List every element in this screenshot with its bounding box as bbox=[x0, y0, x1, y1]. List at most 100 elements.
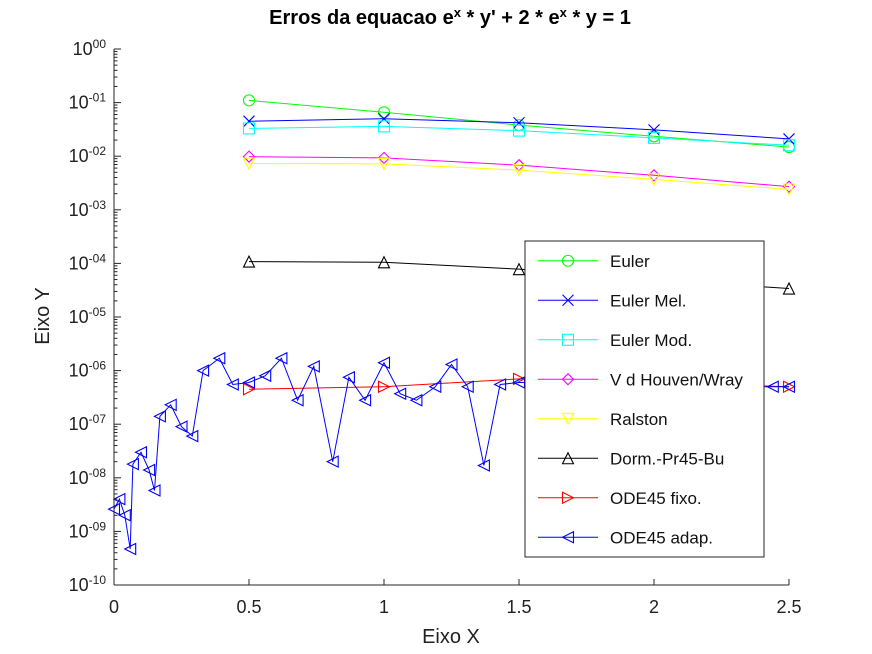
data-point bbox=[226, 378, 239, 391]
data-point bbox=[648, 123, 660, 136]
series-4 bbox=[242, 157, 796, 197]
data-point bbox=[782, 183, 796, 197]
legend-marker bbox=[561, 530, 575, 544]
legend-label: Dorm.-Pr45-Bu bbox=[610, 449, 724, 468]
data-point bbox=[242, 150, 256, 163]
data-point bbox=[358, 393, 372, 407]
y-tick-label: 10-05 bbox=[69, 305, 107, 327]
data-point bbox=[212, 351, 226, 365]
data-point bbox=[512, 164, 526, 177]
legend-entry: Ralston bbox=[538, 410, 668, 429]
data-point bbox=[647, 173, 661, 187]
legend-box bbox=[524, 240, 765, 558]
data-point bbox=[174, 420, 188, 434]
data-point bbox=[153, 409, 166, 423]
legend-label: Euler Mel. bbox=[610, 291, 687, 310]
data-point bbox=[377, 380, 391, 394]
data-point bbox=[393, 387, 407, 401]
data-point bbox=[493, 378, 507, 391]
legend-entry: Euler bbox=[538, 252, 650, 271]
legend-entry: ODE45 fixo. bbox=[538, 489, 702, 508]
series-line bbox=[248, 156, 790, 188]
data-point bbox=[477, 459, 490, 472]
legend-marker bbox=[561, 451, 575, 465]
x-tick-label: 2 bbox=[649, 597, 659, 617]
data-point bbox=[163, 398, 177, 412]
y-tick-label: 10-03 bbox=[69, 198, 107, 220]
data-point bbox=[242, 122, 256, 135]
data-point bbox=[147, 484, 161, 497]
legend-entry: Euler Mod. bbox=[538, 331, 692, 350]
x-tick-label: 1 bbox=[379, 597, 389, 617]
data-point bbox=[242, 254, 256, 268]
data-point bbox=[243, 115, 255, 128]
legend-marker bbox=[561, 412, 575, 426]
y-tick-label: 10-06 bbox=[69, 359, 107, 381]
data-point bbox=[377, 255, 391, 269]
data-point bbox=[409, 393, 423, 407]
data-point bbox=[444, 358, 458, 371]
data-point bbox=[112, 492, 126, 506]
chart-title: Erros da equacao ex * y' + 2 * ex * y = … bbox=[269, 5, 631, 30]
data-point bbox=[185, 429, 199, 443]
data-point bbox=[242, 94, 256, 107]
y-axis-label: Eixo Y bbox=[32, 287, 54, 344]
data-point bbox=[647, 131, 661, 144]
legend-marker bbox=[561, 372, 575, 386]
data-point bbox=[196, 364, 210, 377]
legend-label: Euler Mod. bbox=[610, 331, 692, 350]
x-axis-label: Eixo X bbox=[422, 626, 480, 648]
legend-label: Ralston bbox=[610, 410, 668, 429]
data-point bbox=[512, 124, 526, 137]
legend-marker bbox=[562, 294, 574, 307]
series-2 bbox=[242, 120, 796, 152]
y-tick-label: 10-07 bbox=[69, 412, 107, 434]
y-tick-label: 10-08 bbox=[69, 466, 107, 488]
data-point bbox=[783, 133, 795, 145]
series-1 bbox=[243, 112, 795, 145]
data-point bbox=[512, 372, 526, 386]
data-point bbox=[782, 180, 796, 193]
legend-entry: Dorm.-Pr45-Bu bbox=[538, 449, 724, 468]
data-point bbox=[512, 262, 526, 276]
legend: Euler Euler Mel. Euler Mod. V d Houven/Wray… bbox=[524, 240, 765, 558]
series-line bbox=[248, 125, 790, 146]
data-point bbox=[377, 356, 391, 370]
legend-marker bbox=[561, 491, 575, 505]
data-point bbox=[428, 380, 442, 394]
y-tick-label: 10-10 bbox=[69, 573, 107, 595]
legend-label: Euler bbox=[610, 252, 650, 271]
axes: 0 0.5 1 1.5 2 2.5 10-10 10-09 10-08 10-07 10-06 10-… bbox=[69, 37, 802, 617]
data-point bbox=[378, 112, 390, 125]
data-point bbox=[242, 382, 256, 396]
data-point bbox=[242, 157, 256, 171]
data-point bbox=[307, 359, 320, 373]
data-point bbox=[377, 120, 391, 133]
legend-entry: Euler Mel. bbox=[538, 291, 687, 310]
x-tick-label: 2.5 bbox=[776, 597, 801, 617]
legend-label: V d Houven/Wray bbox=[610, 370, 743, 389]
x-tick-label: 1.5 bbox=[506, 597, 531, 617]
data-point bbox=[118, 508, 131, 522]
data-point bbox=[325, 455, 339, 469]
data-point bbox=[782, 380, 796, 394]
y-tick-label: 10-09 bbox=[69, 519, 107, 541]
legend-label: ODE45 adap. bbox=[610, 528, 713, 547]
legend-marker bbox=[561, 333, 575, 346]
data-point bbox=[242, 376, 256, 389]
data-point bbox=[134, 445, 148, 459]
legend-marker bbox=[561, 254, 575, 267]
data-point bbox=[513, 116, 525, 129]
data-point bbox=[766, 380, 779, 394]
data-point bbox=[123, 542, 137, 556]
data-point bbox=[342, 370, 355, 384]
legend-entry: V d Houven/Wray bbox=[538, 370, 743, 389]
plot-area bbox=[107, 94, 796, 556]
data-point bbox=[274, 351, 288, 365]
series-line bbox=[248, 99, 790, 148]
data-point bbox=[377, 106, 391, 119]
data-point bbox=[782, 281, 796, 295]
x-tick-label: 0 bbox=[109, 597, 119, 617]
y-tick-label: 1000 bbox=[73, 37, 107, 59]
